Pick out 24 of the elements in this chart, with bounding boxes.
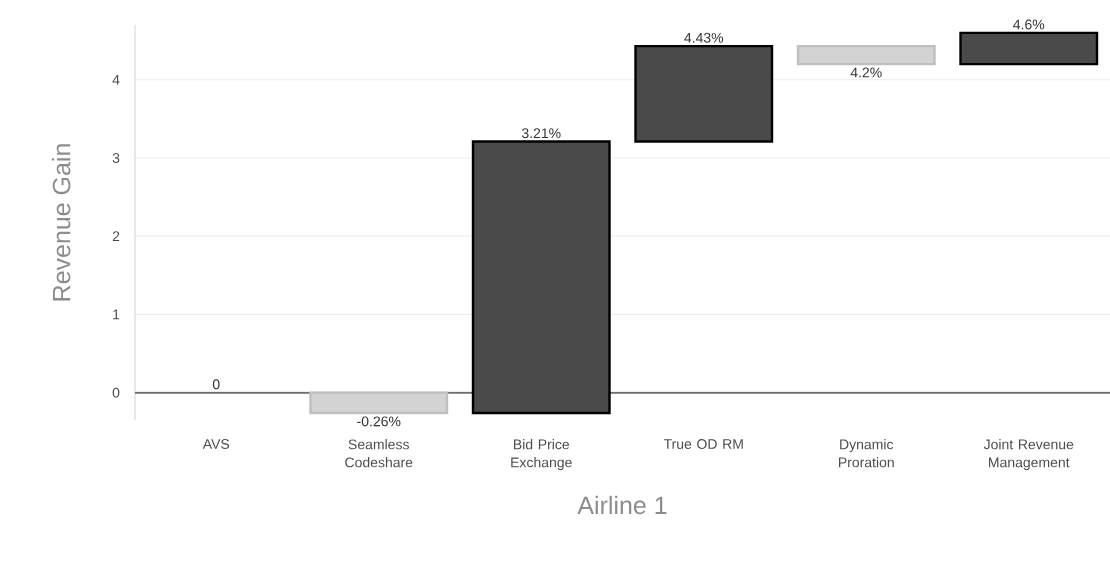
bar xyxy=(634,44,774,143)
bar xyxy=(309,391,449,415)
bar xyxy=(796,44,936,66)
y-tick-label: 1 xyxy=(113,309,120,320)
x-tick-label: Joint Revenue Management xyxy=(983,439,1074,471)
x-tick-label: AVS xyxy=(202,439,230,449)
y-axis-title: Revenue Gain xyxy=(52,144,71,301)
x-tick-label: True OD RM xyxy=(663,439,743,449)
y-tick-label: 2 xyxy=(112,231,120,242)
y-tick-label: 4 xyxy=(112,74,120,85)
x-axis-title: Airline 1 xyxy=(577,495,667,515)
x-tick-label: Dynamic Proration xyxy=(839,439,894,468)
data-label: 4.6% xyxy=(1013,19,1045,30)
data-label: 0 xyxy=(212,379,220,390)
y-tick-label: 0 xyxy=(112,387,120,398)
data-label: 4.43% xyxy=(684,32,724,43)
y-tick-label: 3 xyxy=(112,153,120,163)
bar xyxy=(471,140,611,415)
data-label: -0.26% xyxy=(357,416,401,427)
data-label: 4.2% xyxy=(850,67,882,78)
data-label: 3.21% xyxy=(521,128,561,139)
x-tick-label: Bid Price Exchange xyxy=(511,439,572,471)
x-tick-label: Seamless Codeshare xyxy=(345,439,413,468)
bar xyxy=(959,31,1099,66)
